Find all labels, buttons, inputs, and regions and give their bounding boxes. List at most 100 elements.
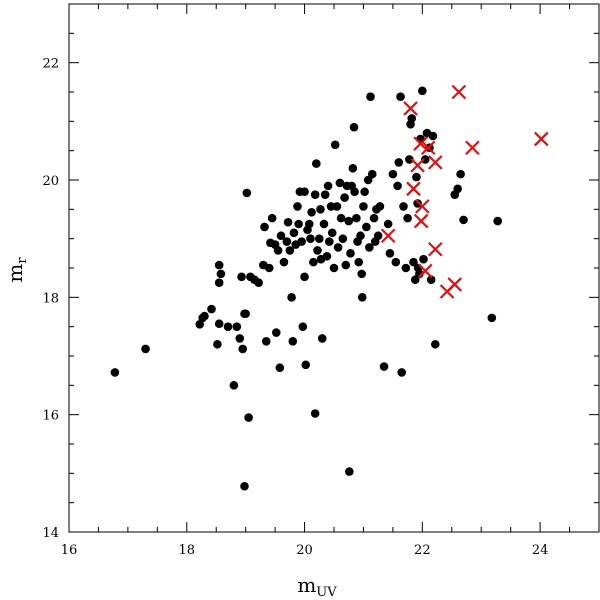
data-point bbox=[348, 163, 358, 173]
data-point bbox=[261, 337, 271, 346]
data-point bbox=[312, 159, 321, 168]
data-point bbox=[141, 344, 150, 354]
data-point bbox=[213, 339, 222, 349]
data-point bbox=[282, 237, 292, 246]
data-point bbox=[365, 243, 374, 252]
data-point bbox=[352, 213, 361, 223]
data-point bbox=[267, 213, 277, 223]
data-point bbox=[338, 234, 348, 243]
data-point bbox=[403, 213, 412, 223]
data-point bbox=[241, 309, 250, 319]
data-point bbox=[459, 215, 468, 225]
y-tick-labels: 14 16 18 20 22 bbox=[42, 57, 59, 541]
data-point bbox=[409, 257, 418, 267]
cross-marker bbox=[451, 84, 467, 100]
data-point bbox=[317, 334, 327, 343]
data-point bbox=[394, 158, 404, 167]
data-point bbox=[324, 237, 334, 246]
data-point bbox=[294, 219, 303, 229]
data-point bbox=[418, 86, 427, 96]
data-point bbox=[304, 219, 314, 229]
cross-stroke bbox=[380, 228, 396, 244]
data-point bbox=[413, 199, 422, 208]
data-point bbox=[428, 131, 438, 141]
cross-marker bbox=[410, 158, 425, 173]
data-point bbox=[322, 251, 332, 261]
data-point bbox=[229, 381, 239, 390]
cross-marker bbox=[417, 263, 433, 279]
data-point bbox=[396, 92, 405, 101]
data-point bbox=[356, 231, 365, 241]
cross-stroke bbox=[428, 155, 443, 170]
data-point bbox=[453, 184, 462, 194]
x-axis-label: mUV bbox=[297, 573, 337, 600]
data-point bbox=[238, 344, 248, 354]
data-point bbox=[388, 169, 398, 179]
x-tick-label: 24 bbox=[532, 543, 549, 558]
cross-stroke bbox=[534, 131, 549, 147]
data-point bbox=[260, 222, 269, 232]
cross-stroke bbox=[413, 136, 428, 151]
data-point bbox=[287, 293, 296, 302]
cross-stroke bbox=[415, 199, 430, 214]
data-point bbox=[276, 231, 286, 241]
data-point bbox=[242, 188, 252, 198]
data-point bbox=[298, 322, 308, 331]
y-tick-label: 14 bbox=[42, 526, 59, 541]
cross-marker bbox=[465, 140, 480, 156]
y-tick-label: 20 bbox=[42, 174, 59, 189]
data-point bbox=[216, 269, 226, 279]
data-point bbox=[487, 313, 497, 323]
cross-marker bbox=[439, 284, 455, 299]
data-point bbox=[273, 246, 283, 255]
data-point bbox=[405, 155, 414, 164]
data-point bbox=[235, 334, 245, 343]
data-point bbox=[362, 222, 371, 232]
data-point bbox=[330, 140, 340, 150]
data-point bbox=[419, 254, 428, 264]
cross-stroke bbox=[417, 263, 433, 279]
data-point bbox=[288, 337, 298, 346]
cross-marker bbox=[428, 241, 443, 257]
data-point bbox=[375, 202, 385, 211]
data-point bbox=[313, 246, 322, 255]
data-point bbox=[341, 260, 351, 270]
data-point bbox=[309, 257, 318, 267]
y-axis-label: mr bbox=[3, 257, 30, 283]
y-axis-label-sub: r bbox=[15, 257, 30, 264]
cross-marker bbox=[415, 199, 430, 214]
data-point bbox=[335, 178, 345, 188]
data-points bbox=[110, 84, 549, 491]
data-point bbox=[301, 360, 311, 370]
data-point bbox=[316, 205, 325, 214]
data-point bbox=[366, 92, 375, 101]
data-point bbox=[271, 328, 281, 337]
data-point bbox=[369, 213, 379, 223]
cross-stroke bbox=[465, 140, 480, 156]
y-tick-label: 18 bbox=[42, 291, 59, 306]
data-point bbox=[420, 155, 430, 164]
data-point bbox=[333, 243, 343, 252]
data-point bbox=[300, 187, 309, 197]
data-point bbox=[264, 263, 274, 273]
data-point bbox=[357, 269, 366, 279]
data-point bbox=[350, 187, 359, 197]
y-tick-label: 16 bbox=[42, 409, 59, 424]
cross-stroke bbox=[413, 213, 429, 229]
data-point bbox=[275, 363, 285, 373]
data-point bbox=[232, 322, 242, 331]
data-point bbox=[237, 272, 246, 282]
data-point bbox=[399, 202, 408, 211]
data-point bbox=[314, 234, 324, 243]
cross-marker bbox=[428, 155, 443, 170]
data-point bbox=[383, 219, 393, 229]
data-point bbox=[329, 263, 339, 273]
data-point bbox=[385, 249, 395, 258]
cross-stroke bbox=[410, 158, 425, 173]
cross-stroke bbox=[451, 84, 467, 100]
data-point bbox=[307, 207, 316, 217]
data-point bbox=[214, 260, 224, 270]
data-point bbox=[110, 368, 120, 377]
data-point bbox=[360, 187, 369, 197]
data-point bbox=[285, 246, 295, 255]
